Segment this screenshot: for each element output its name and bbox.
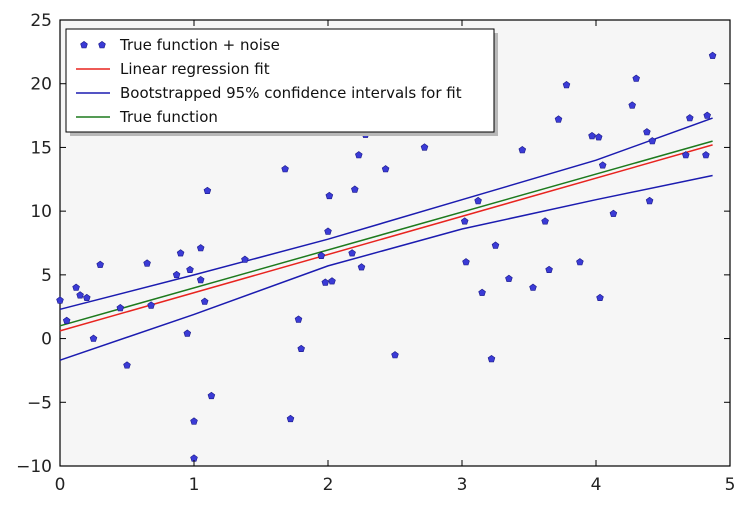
x-tick-label: 1 <box>189 475 200 495</box>
x-tick-label: 5 <box>725 475 736 495</box>
x-tick-label: 3 <box>457 475 468 495</box>
y-tick-label: 25 <box>30 11 52 31</box>
y-tick-label: 20 <box>30 75 52 95</box>
legend-label: Linear regression fit <box>120 60 270 78</box>
y-tick-label: 0 <box>41 330 52 350</box>
legend: True function + noise Linear regression f… <box>66 29 498 136</box>
legend-label: True function + noise <box>119 36 280 54</box>
x-tick-label: 4 <box>591 475 602 495</box>
y-tick-label: −10 <box>16 457 52 477</box>
y-tick-label: 5 <box>41 266 52 286</box>
y-tick-label: 10 <box>30 202 52 222</box>
x-tick-label: 2 <box>323 475 334 495</box>
legend-label: True function <box>119 108 218 126</box>
legend-label: Bootstrapped 95% confidence intervals fo… <box>120 84 462 102</box>
y-tick-label: −5 <box>27 393 52 413</box>
x-tick-label: 0 <box>55 475 66 495</box>
y-tick-label: 15 <box>30 138 52 158</box>
